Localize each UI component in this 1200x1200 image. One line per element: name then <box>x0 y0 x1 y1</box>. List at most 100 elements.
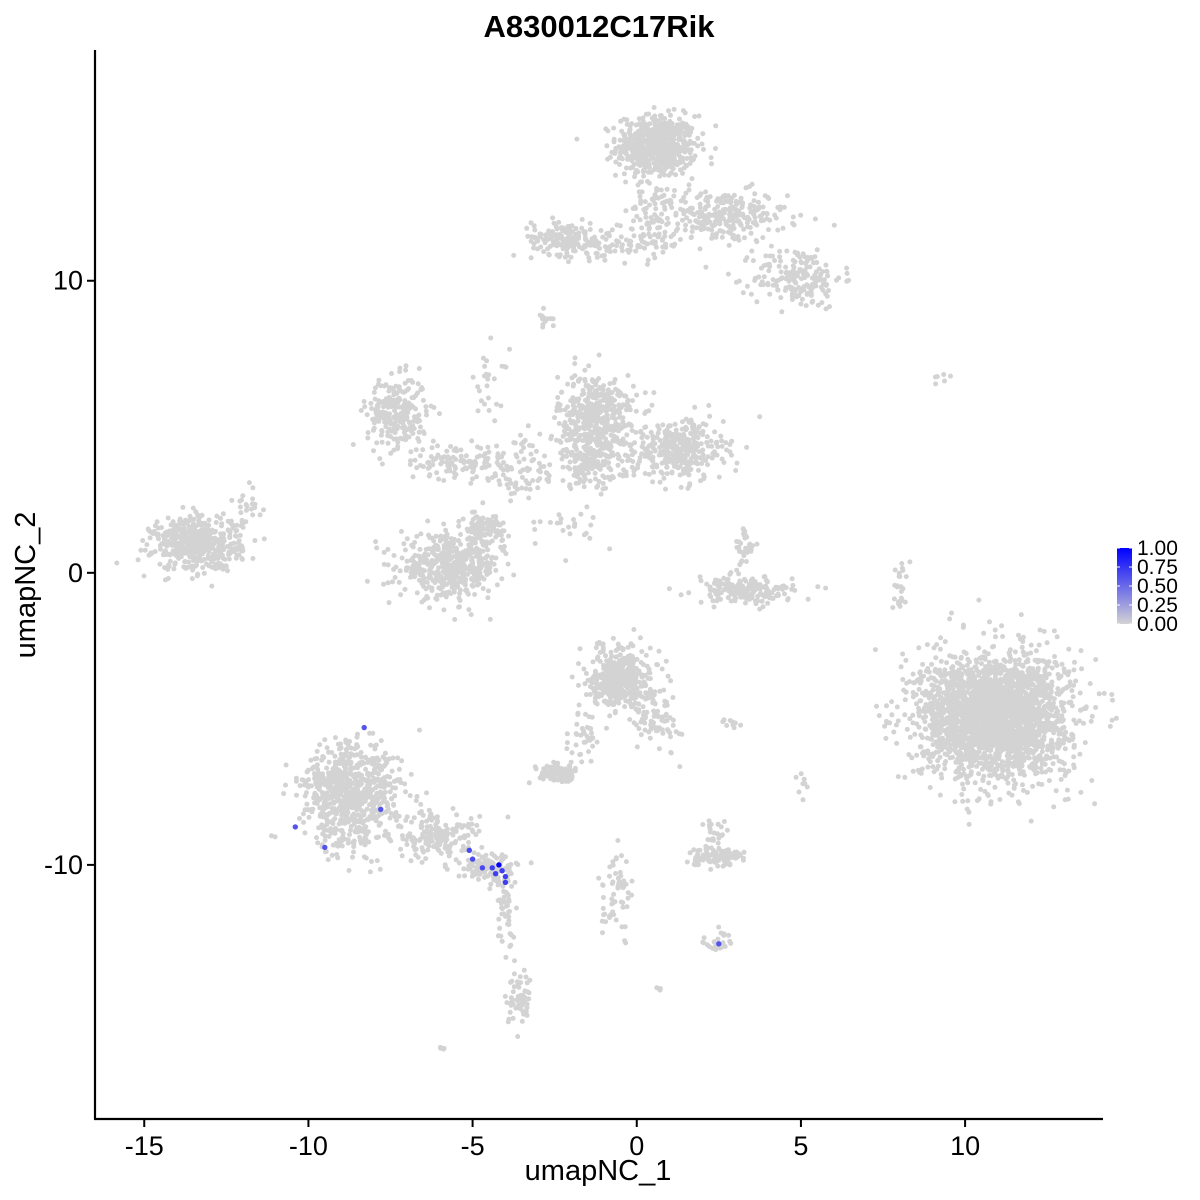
cell-point <box>485 455 491 461</box>
cell-point <box>485 595 491 601</box>
cell-point <box>801 284 807 290</box>
cell-point <box>660 422 666 428</box>
cell-point <box>467 552 473 558</box>
cell-point <box>609 450 615 456</box>
cell-point <box>589 385 595 390</box>
cell-point <box>680 217 685 223</box>
cell-point <box>1073 678 1079 684</box>
cell-point <box>513 482 519 488</box>
cell-point <box>733 198 739 204</box>
cell-point <box>692 153 698 159</box>
cell-point <box>622 260 628 266</box>
cell-point <box>385 440 391 446</box>
cell-point <box>725 271 731 277</box>
cell-point <box>397 365 403 371</box>
cell-point <box>698 578 704 584</box>
cell-point <box>530 443 535 449</box>
cell-point <box>481 576 487 582</box>
cell-point <box>365 430 371 436</box>
cell-point <box>751 204 757 209</box>
cell-point <box>805 596 811 602</box>
cell-point <box>749 248 755 254</box>
cell-point <box>582 367 588 373</box>
cell-point <box>607 154 613 160</box>
cell-point <box>805 272 811 278</box>
cell-point <box>846 277 852 283</box>
cell-point <box>460 516 466 522</box>
cell-point <box>685 485 691 491</box>
cell-point <box>430 438 436 444</box>
cell-point <box>577 376 583 382</box>
cell-point <box>792 271 798 277</box>
cell-point <box>530 478 536 483</box>
cell-point <box>388 450 394 456</box>
cell-point <box>442 575 448 581</box>
cell-point <box>779 309 785 315</box>
cell-point <box>531 457 537 462</box>
cell-point <box>825 273 831 279</box>
cell-point <box>180 504 186 510</box>
cell-point <box>872 647 878 653</box>
cell-point <box>611 136 617 142</box>
cell-point <box>693 225 699 231</box>
cell-point <box>434 596 440 602</box>
cell-point <box>654 128 660 134</box>
cell-point <box>149 550 155 556</box>
cell-point <box>635 169 641 175</box>
cell-point <box>642 411 648 416</box>
cell-point <box>587 478 593 484</box>
cell-point <box>782 591 787 597</box>
cell-point <box>761 274 767 280</box>
cell-point <box>477 453 483 459</box>
cell-point <box>492 418 498 424</box>
cell-point <box>661 192 667 198</box>
cell-point <box>168 522 174 528</box>
cell-point <box>729 582 735 588</box>
cell-point <box>618 118 624 124</box>
cell-point <box>700 432 706 438</box>
cell-point <box>701 474 707 480</box>
cell-point <box>159 541 165 547</box>
cell-point <box>378 432 384 438</box>
cell-point <box>506 533 512 539</box>
cell-point <box>629 428 635 433</box>
cell-point <box>645 261 650 267</box>
cell-point <box>665 459 671 465</box>
cell-point <box>798 276 804 282</box>
cell-point <box>409 570 415 576</box>
cell-point <box>640 440 646 446</box>
cell-point <box>648 155 654 161</box>
cell-point <box>416 412 422 418</box>
cell-point <box>535 478 541 484</box>
cell-point <box>767 291 773 297</box>
cell-point <box>252 538 258 543</box>
cell-point <box>614 222 620 228</box>
cell-point <box>692 114 698 119</box>
cell-point <box>790 288 796 294</box>
cell-point <box>441 478 447 483</box>
cell-point <box>737 578 743 584</box>
cell-point <box>675 452 681 458</box>
cell-point <box>453 456 459 462</box>
cell-point <box>783 285 789 291</box>
cell-point <box>798 301 804 307</box>
cell-point <box>681 439 687 445</box>
cell-point <box>219 521 225 527</box>
cell-point <box>379 399 385 405</box>
cell-point <box>619 458 625 464</box>
cell-point <box>798 212 804 218</box>
cell-point <box>426 546 432 552</box>
cell-point <box>482 451 488 457</box>
cell-point <box>631 472 637 478</box>
cell-point <box>469 509 475 515</box>
cell-point <box>399 529 404 534</box>
cell-point <box>960 798 966 804</box>
cell-point <box>613 147 619 153</box>
cell-point <box>379 428 385 433</box>
cell-point <box>201 527 206 533</box>
cell-point <box>723 440 729 446</box>
cell-point <box>652 241 658 247</box>
cell-point <box>668 234 674 240</box>
cell-point <box>976 645 982 651</box>
cell-point <box>631 233 637 239</box>
